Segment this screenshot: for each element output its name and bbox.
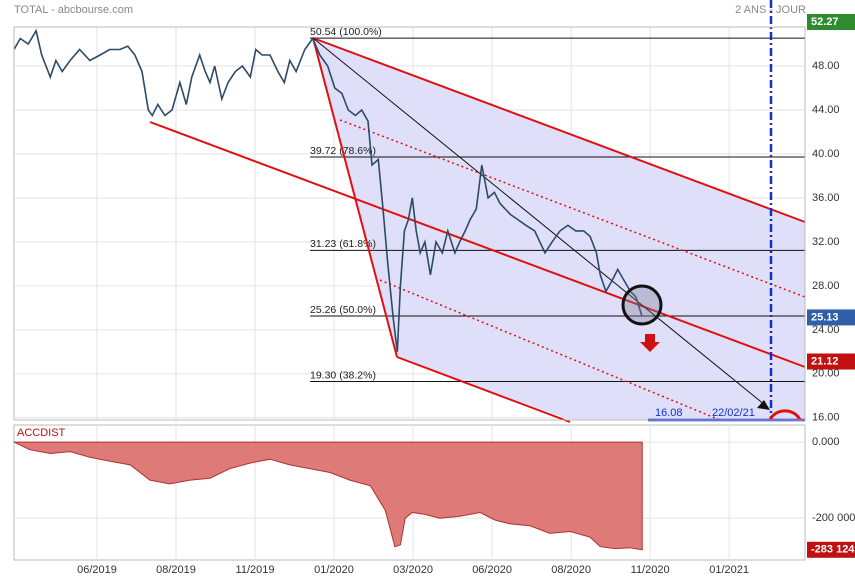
y-tick-label: 24.00 [812,324,840,336]
channel-lower [396,356,571,423]
value-tag-label: -283 124 [811,544,855,556]
y-tick-label: 44.00 [812,104,840,116]
trend-arrow [757,400,770,410]
y-tick-label: 0.000 [812,436,840,448]
x-tick-label: 03/2020 [393,564,433,576]
trend-line [312,37,766,406]
x-tick-label: 11/2019 [236,564,275,576]
channel-upper [312,37,806,223]
y-tick-label: 20.00 [812,368,840,380]
channel-median [149,121,806,368]
y-tick-label: 36.00 [812,192,840,204]
fib-label: 25.26 (50.0%) [310,304,376,316]
price-line [13,28,643,352]
price-tag-label: 25.13 [811,311,839,323]
y-tick-label: 28.00 [812,280,840,292]
price-tag [807,14,855,30]
site-title: TOTAL - abcbourse.com [14,4,133,16]
y-tick-label: 32.00 [812,236,840,248]
x-tick-label: 06/2020 [472,564,512,576]
period-label: 2 ANS - JOUR [735,4,806,16]
target-arc [768,409,802,421]
fib-label: 50.54 (100.0%) [310,26,382,38]
indicator-title: ACCDIST [17,427,66,439]
plot-frame [13,26,806,421]
x-tick-label: 06/2019 [77,564,117,576]
channel-handle [312,37,398,358]
x-tick-label: 08/2020 [551,564,591,576]
lower-frame [13,424,806,561]
annotation: 16.08 [655,407,683,419]
x-tick-label: 11/2020 [631,564,670,576]
y-tick-label: 16.00 [812,412,840,424]
highlight-circle [621,284,663,326]
value-tag [807,541,855,558]
price-tag-label: 52.27 [811,16,839,28]
price-tag-label: 21.12 [811,355,839,367]
x-tick-label: 08/2019 [156,564,196,576]
price-tag [807,353,855,370]
fib-label: 31.23 (61.8%) [310,238,376,250]
annotation: 22/02/21 [712,407,755,419]
x-tick-label: 01/2021 [709,564,749,576]
y-tick-label: -200 000 [812,512,855,524]
area-fill [13,441,643,551]
fib-label: 19.30 (38.2%) [310,369,376,381]
y-tick-label: 48.00 [812,60,840,72]
channel-fill [313,38,805,420]
channel-dotted [379,279,721,421]
down-arrow [640,334,660,352]
price-tag [807,309,855,326]
y-tick-label: 40.00 [812,148,840,160]
x-tick-label: 01/2020 [314,564,354,576]
